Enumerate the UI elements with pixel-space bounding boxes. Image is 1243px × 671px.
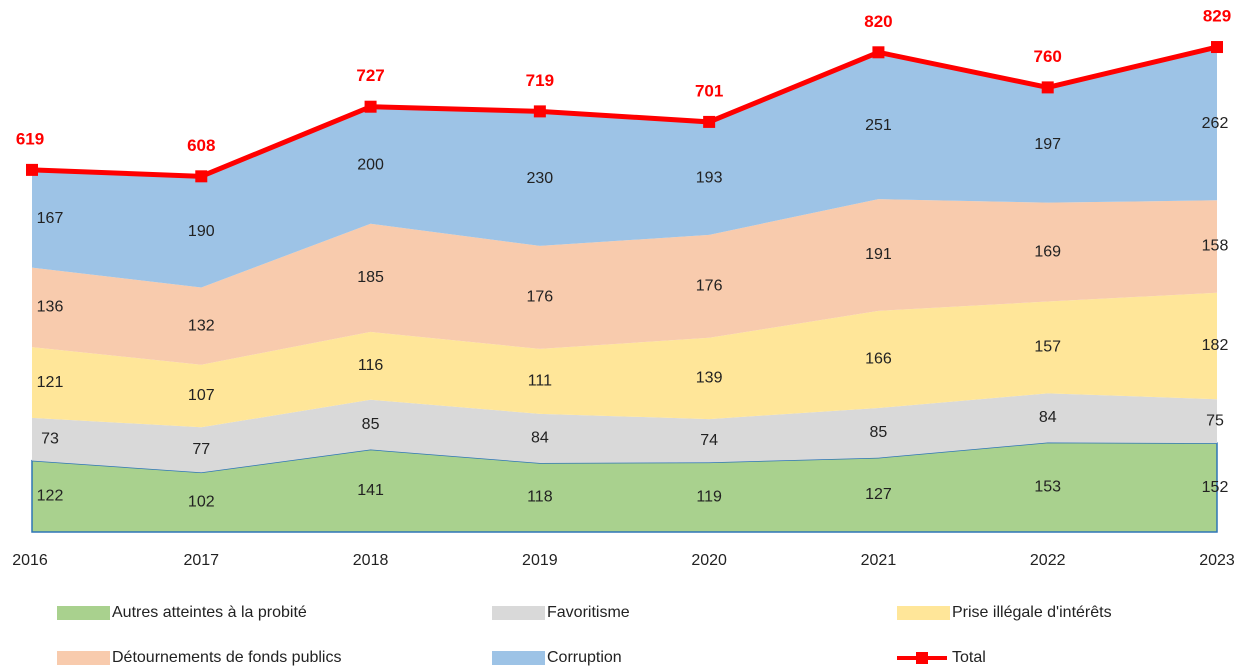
data-label: 102 [188, 493, 215, 510]
data-label: 111 [528, 373, 552, 390]
data-label: 118 [527, 489, 553, 506]
legend-swatch [57, 651, 110, 665]
total-marker [364, 100, 377, 113]
area [32, 393, 1217, 473]
data-label: 77 [192, 441, 210, 458]
legend-label: Prise illégale d'intérêts [952, 604, 1112, 621]
data-label: 85 [362, 416, 380, 433]
total-label: 608 [187, 136, 215, 155]
data-label: 136 [37, 299, 64, 316]
total-label: 619 [16, 129, 44, 148]
data-label: 176 [696, 278, 723, 295]
legend-swatch [492, 606, 545, 620]
data-label: 157 [1034, 339, 1061, 356]
area [32, 199, 1217, 365]
data-label: 127 [865, 486, 892, 503]
total-marker [195, 170, 208, 183]
legend-label: Autres atteintes à la probité [112, 604, 307, 621]
data-label: 262 [1202, 115, 1229, 132]
data-label: 141 [357, 482, 384, 499]
data-label: 73 [41, 430, 59, 447]
area [32, 47, 1217, 288]
legend-swatch [57, 606, 110, 620]
total-label: 719 [526, 71, 554, 90]
total-line [31, 44, 1218, 179]
data-label: 74 [700, 432, 718, 449]
x-tick-label: 2018 [353, 552, 389, 569]
legend-swatch [492, 651, 545, 665]
legend-label: Total [952, 649, 986, 666]
data-label: 152 [1202, 479, 1229, 496]
x-tick-label: 2021 [861, 552, 897, 569]
legend-marker [916, 652, 928, 664]
total-label: 760 [1034, 47, 1062, 66]
data-label: 153 [1034, 478, 1061, 495]
data-label: 158 [1202, 238, 1229, 255]
total-marker [703, 115, 716, 128]
data-label: 85 [870, 424, 888, 441]
data-label: 193 [696, 170, 723, 187]
x-tick-label: 2023 [1199, 552, 1235, 569]
total-label: 701 [695, 81, 723, 100]
area [31, 441, 1218, 533]
total-marker [1041, 81, 1054, 94]
legend-label: Détournements de fonds publics [112, 649, 341, 666]
total-marker [533, 105, 546, 118]
data-label: 122 [37, 488, 64, 505]
total-label: 820 [864, 12, 892, 31]
data-label: 132 [188, 317, 215, 334]
legend-label: Favoritisme [547, 604, 630, 621]
data-label: 197 [1034, 136, 1061, 153]
total-label: 727 [356, 66, 384, 85]
data-label: 176 [527, 289, 554, 306]
x-tick-label: 2016 [12, 552, 48, 569]
x-tick-label: 2019 [522, 552, 558, 569]
data-label: 116 [358, 357, 384, 374]
x-tick-label: 2017 [183, 552, 219, 569]
data-label: 169 [1034, 243, 1061, 260]
x-tick-label: 2022 [1030, 552, 1066, 569]
total-label: 829 [1203, 7, 1231, 26]
data-label: 167 [37, 210, 64, 227]
legend-label: Corruption [547, 649, 622, 666]
area [32, 292, 1217, 428]
data-label: 84 [1039, 409, 1057, 426]
data-label: 166 [865, 351, 892, 368]
legend-swatch [897, 606, 950, 620]
data-label: 191 [865, 246, 892, 263]
data-label: 182 [1202, 337, 1229, 354]
total-marker [1211, 41, 1223, 54]
x-tick-label: 2020 [691, 552, 727, 569]
data-label: 139 [696, 370, 723, 387]
data-label: 200 [357, 156, 384, 173]
data-label: 251 [865, 117, 892, 134]
data-label: 107 [188, 387, 215, 404]
total-marker [26, 163, 38, 176]
total-marker [872, 46, 885, 59]
data-label: 75 [1206, 412, 1224, 429]
data-label: 121 [37, 374, 64, 391]
data-label: 190 [188, 223, 215, 240]
data-label: 230 [527, 170, 554, 187]
data-label: 119 [696, 488, 722, 505]
data-label: 185 [357, 269, 384, 286]
data-label: 84 [531, 430, 549, 447]
